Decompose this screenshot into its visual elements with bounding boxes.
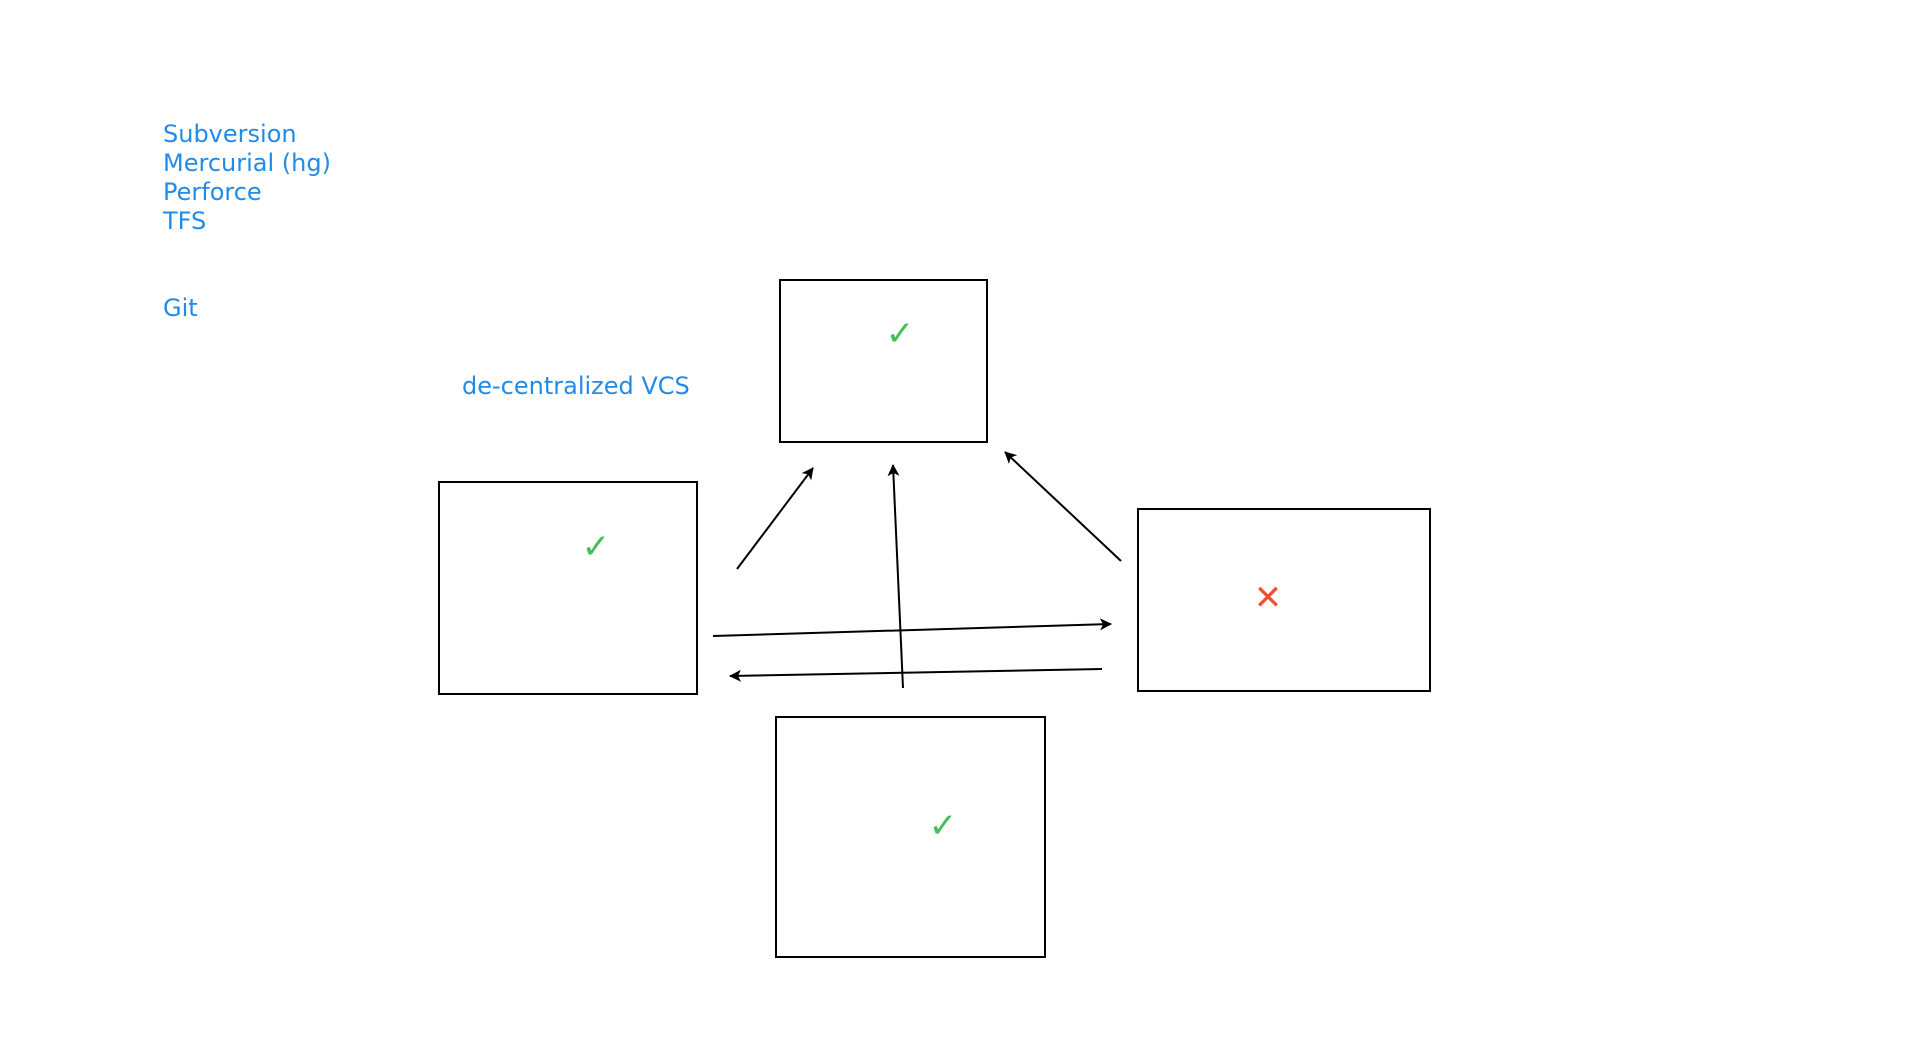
edge-right-to-left	[729, 668, 1103, 682]
vcs-item-subversion: Subversion	[163, 120, 297, 148]
cross-icon-right: ✕	[1253, 578, 1283, 618]
node-right-box[interactable]	[1137, 508, 1431, 692]
diagram-caption: de-centralized VCS	[462, 372, 690, 400]
check-icon-top: ✓	[885, 314, 915, 354]
check-icon-left: ✓	[581, 527, 611, 567]
edge-left-to-right	[712, 618, 1112, 637]
edge-right-to-top	[1004, 451, 1122, 562]
vcs-list: Subversion Mercurial (hg) Perforce TFS G…	[163, 120, 331, 323]
check-icon-bottom: ✓	[928, 806, 958, 846]
node-top-box[interactable]	[779, 279, 988, 443]
node-bottom-box[interactable]	[775, 716, 1046, 958]
edge-bottom-to-top	[887, 464, 904, 689]
vcs-item-tfs: TFS	[163, 207, 207, 235]
vcs-item-perforce: Perforce	[163, 178, 262, 206]
node-left-box[interactable]	[438, 481, 698, 695]
vcs-item-mercurial: Mercurial (hg)	[163, 149, 331, 177]
vcs-item-git: Git	[163, 294, 198, 322]
edge-left-to-top	[736, 467, 814, 570]
